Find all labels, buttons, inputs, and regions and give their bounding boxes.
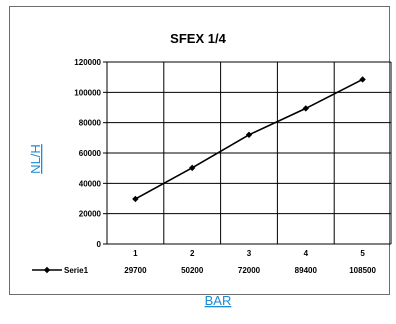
x-tick-label: 2 — [190, 249, 195, 258]
table-value: 108500 — [349, 266, 376, 275]
table-value: 29700 — [124, 266, 147, 275]
y-tick-labels: 0 20000 40000 60000 80000 100000 120000 — [74, 58, 101, 249]
y-tick-label: 0 — [97, 240, 102, 249]
x-axis-label: BAR — [205, 293, 232, 308]
table-value: 89400 — [295, 266, 318, 275]
y-tick-label: 80000 — [79, 119, 102, 128]
table-value: 50200 — [181, 266, 204, 275]
data-table: Serie1 29700 50200 72000 89400 108500 — [32, 266, 376, 275]
y-tick-label: 40000 — [79, 179, 102, 188]
legend-series-name: Serie1 — [64, 266, 89, 275]
chart-frame — [9, 6, 390, 295]
data-point — [189, 164, 196, 172]
grid — [103, 61, 392, 245]
data-point — [132, 195, 139, 203]
chart-title: SFEX 1/4 — [170, 31, 226, 46]
legend-marker — [43, 266, 51, 274]
x-tick-label: 1 — [133, 249, 138, 258]
x-tick-labels: 1 2 3 4 5 — [133, 249, 365, 258]
x-tick-label: 4 — [304, 249, 309, 258]
data-point — [302, 105, 309, 112]
series-serie1 — [132, 76, 366, 203]
y-tick-label: 100000 — [74, 88, 101, 97]
series-line — [135, 78, 363, 200]
y-tick-label: 60000 — [79, 149, 102, 158]
y-tick-label: 20000 — [79, 210, 102, 219]
table-value: 72000 — [238, 266, 261, 275]
y-tick-label: 120000 — [74, 58, 101, 67]
data-point — [245, 131, 253, 138]
data-point — [359, 76, 366, 83]
x-tick-label: 3 — [247, 249, 252, 258]
x-tick-label: 5 — [360, 249, 365, 258]
y-axis-label: NL/H — [28, 144, 43, 174]
